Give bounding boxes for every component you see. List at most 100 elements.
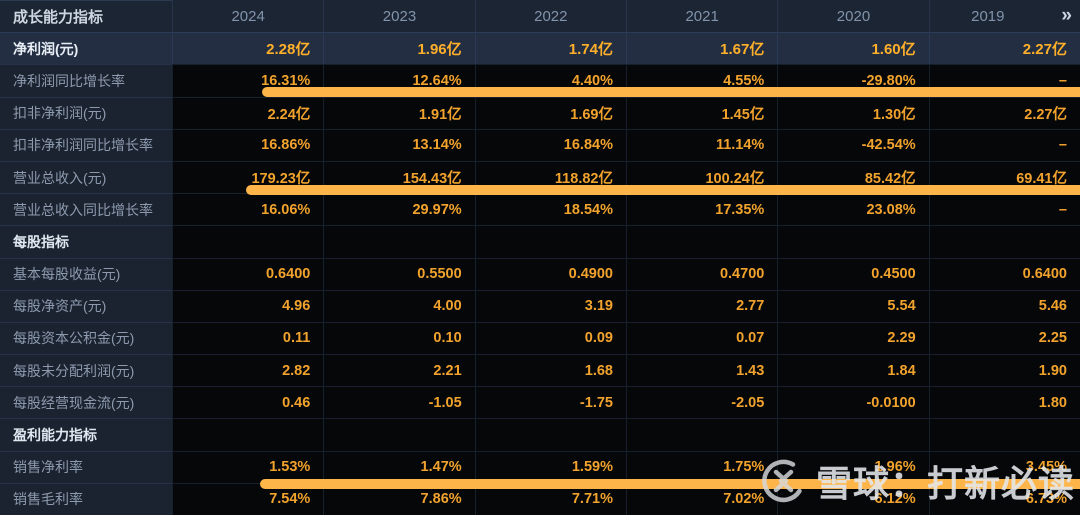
metric-value-cell: 11.14% bbox=[625, 128, 778, 161]
metric-value-cell: 3.45% bbox=[928, 450, 1080, 483]
metric-value-cell: -1.05 bbox=[323, 386, 475, 419]
metric-value-cell bbox=[172, 225, 324, 258]
metric-value-cell bbox=[625, 418, 778, 451]
metric-value-cell: 16.31% bbox=[172, 64, 324, 97]
metric-value-cell: 2.82 bbox=[172, 354, 324, 387]
metric-value-cell: 29.97% bbox=[323, 193, 475, 226]
row-label: 销售净利率 bbox=[0, 450, 172, 483]
metric-value-cell: 2.21 bbox=[323, 354, 475, 387]
metric-value-cell: 2.29 bbox=[777, 321, 929, 355]
metric-value-cell: 2.25 bbox=[928, 321, 1080, 355]
metric-value-cell: 1.30亿 bbox=[777, 96, 929, 129]
metric-value-cell: 0.09 bbox=[474, 321, 626, 355]
metric-value-cell: 1.69亿 bbox=[474, 96, 626, 129]
metric-value-cell: -0.0100 bbox=[777, 386, 929, 419]
metric-value-cell: 0.46 bbox=[172, 386, 324, 419]
metric-value-cell: -42.54% bbox=[777, 128, 929, 161]
metric-value-cell: – bbox=[928, 128, 1080, 161]
row-label: 销售毛利率 bbox=[0, 482, 172, 515]
metric-value-cell: 2.77 bbox=[625, 289, 778, 322]
metric-value-cell: 3.19 bbox=[474, 289, 626, 322]
highlight-marker bbox=[260, 479, 1080, 489]
metric-value-cell: 1.80 bbox=[928, 386, 1080, 419]
metric-value-cell bbox=[323, 225, 475, 258]
metric-value-cell: 1.74亿 bbox=[474, 32, 626, 65]
metric-value-cell: – bbox=[928, 193, 1080, 226]
metric-value-cell: 1.60亿 bbox=[777, 32, 929, 65]
metric-value-cell: 1.96亿 bbox=[323, 32, 475, 65]
year-column-header: 2024 bbox=[172, 0, 324, 33]
metric-value-cell: 1.45亿 bbox=[625, 96, 778, 129]
metric-value-cell: 1.68 bbox=[474, 354, 626, 387]
metric-value-cell bbox=[323, 418, 475, 451]
metric-value-cell bbox=[172, 418, 324, 451]
metric-value-cell: 23.08% bbox=[777, 193, 929, 226]
metric-value-cell: 0.6400 bbox=[172, 257, 324, 290]
metric-value-cell: 1.43 bbox=[625, 354, 778, 387]
table-title: 成长能力指标 bbox=[0, 0, 172, 33]
metric-value-cell: 2.28亿 bbox=[172, 32, 324, 65]
row-label: 每股净资产(元) bbox=[0, 289, 172, 322]
row-label: 基本每股收益(元) bbox=[0, 257, 172, 290]
metric-value-cell: 0.4900 bbox=[474, 257, 626, 290]
metric-value-cell: 2.27亿 bbox=[928, 32, 1080, 65]
row-label: 营业总收入(元) bbox=[0, 160, 172, 194]
metric-value-cell: 5.46 bbox=[928, 289, 1080, 322]
row-label: 扣非净利润(元) bbox=[0, 96, 172, 129]
row-label: 营业总收入同比增长率 bbox=[0, 193, 172, 226]
year-column-header: 2022 bbox=[474, 0, 626, 33]
highlight-marker bbox=[262, 87, 1080, 97]
metric-value-cell bbox=[625, 225, 778, 258]
year-column-header: 2019» bbox=[928, 0, 1080, 33]
metric-value-cell: 2.24亿 bbox=[172, 96, 324, 129]
metric-value-cell: 0.4700 bbox=[625, 257, 778, 290]
row-label: 扣非净利润同比增长率 bbox=[0, 128, 172, 161]
metric-value-cell bbox=[777, 225, 929, 258]
metric-value-cell: 16.06% bbox=[172, 193, 324, 226]
metric-value-cell: 1.59% bbox=[474, 450, 626, 483]
metric-value-cell bbox=[474, 418, 626, 451]
metric-value-cell: 1.91亿 bbox=[323, 96, 475, 129]
metric-value-cell bbox=[474, 225, 626, 258]
metric-value-cell: -1.75 bbox=[474, 386, 626, 419]
row-label: 每股经营现金流(元) bbox=[0, 386, 172, 419]
metric-value-cell: 0.07 bbox=[625, 321, 778, 355]
metric-value-cell: 5.54 bbox=[777, 289, 929, 322]
metric-value-cell: 1.96% bbox=[777, 450, 929, 483]
row-label: 净利润(元) bbox=[0, 32, 172, 65]
metric-value-cell: 17.35% bbox=[625, 193, 778, 226]
year-column-header: 2020 bbox=[777, 0, 929, 33]
row-label: 每股资本公积金(元) bbox=[0, 321, 172, 355]
metric-value-cell: 1.90 bbox=[928, 354, 1080, 387]
metric-value-cell: 2.27亿 bbox=[928, 96, 1080, 129]
metric-value-cell: 0.5500 bbox=[323, 257, 475, 290]
metric-value-cell: 16.86% bbox=[172, 128, 324, 161]
metric-value-cell: 4.00 bbox=[323, 289, 475, 322]
metric-value-cell: 18.54% bbox=[474, 193, 626, 226]
more-years-chevron-icon[interactable]: » bbox=[1061, 5, 1071, 27]
highlight-marker bbox=[246, 185, 1080, 195]
row-label: 净利润同比增长率 bbox=[0, 64, 172, 97]
year-column-header: 2021 bbox=[625, 0, 778, 33]
row-label: 每股未分配利润(元) bbox=[0, 354, 172, 387]
metric-value-cell: 1.75% bbox=[625, 450, 778, 483]
metric-value-cell: 1.67亿 bbox=[625, 32, 778, 65]
metric-value-cell: 0.11 bbox=[172, 321, 324, 355]
row-label: 每股指标 bbox=[0, 225, 172, 258]
metric-value-cell: 0.6400 bbox=[928, 257, 1080, 290]
metric-value-cell: 1.84 bbox=[777, 354, 929, 387]
metric-value-cell bbox=[777, 418, 929, 451]
metric-value-cell: 4.96 bbox=[172, 289, 324, 322]
metric-value-cell: 16.84% bbox=[474, 128, 626, 161]
row-label: 盈利能力指标 bbox=[0, 418, 172, 451]
metric-value-cell bbox=[928, 225, 1080, 258]
metric-value-cell: 0.4500 bbox=[777, 257, 929, 290]
metric-value-cell: -2.05 bbox=[625, 386, 778, 419]
metric-value-cell: 1.47% bbox=[323, 450, 475, 483]
year-column-header: 2023 bbox=[323, 0, 475, 33]
metric-value-cell: 13.14% bbox=[323, 128, 475, 161]
metric-value-cell: 0.10 bbox=[323, 321, 475, 355]
metric-value-cell bbox=[928, 418, 1080, 451]
